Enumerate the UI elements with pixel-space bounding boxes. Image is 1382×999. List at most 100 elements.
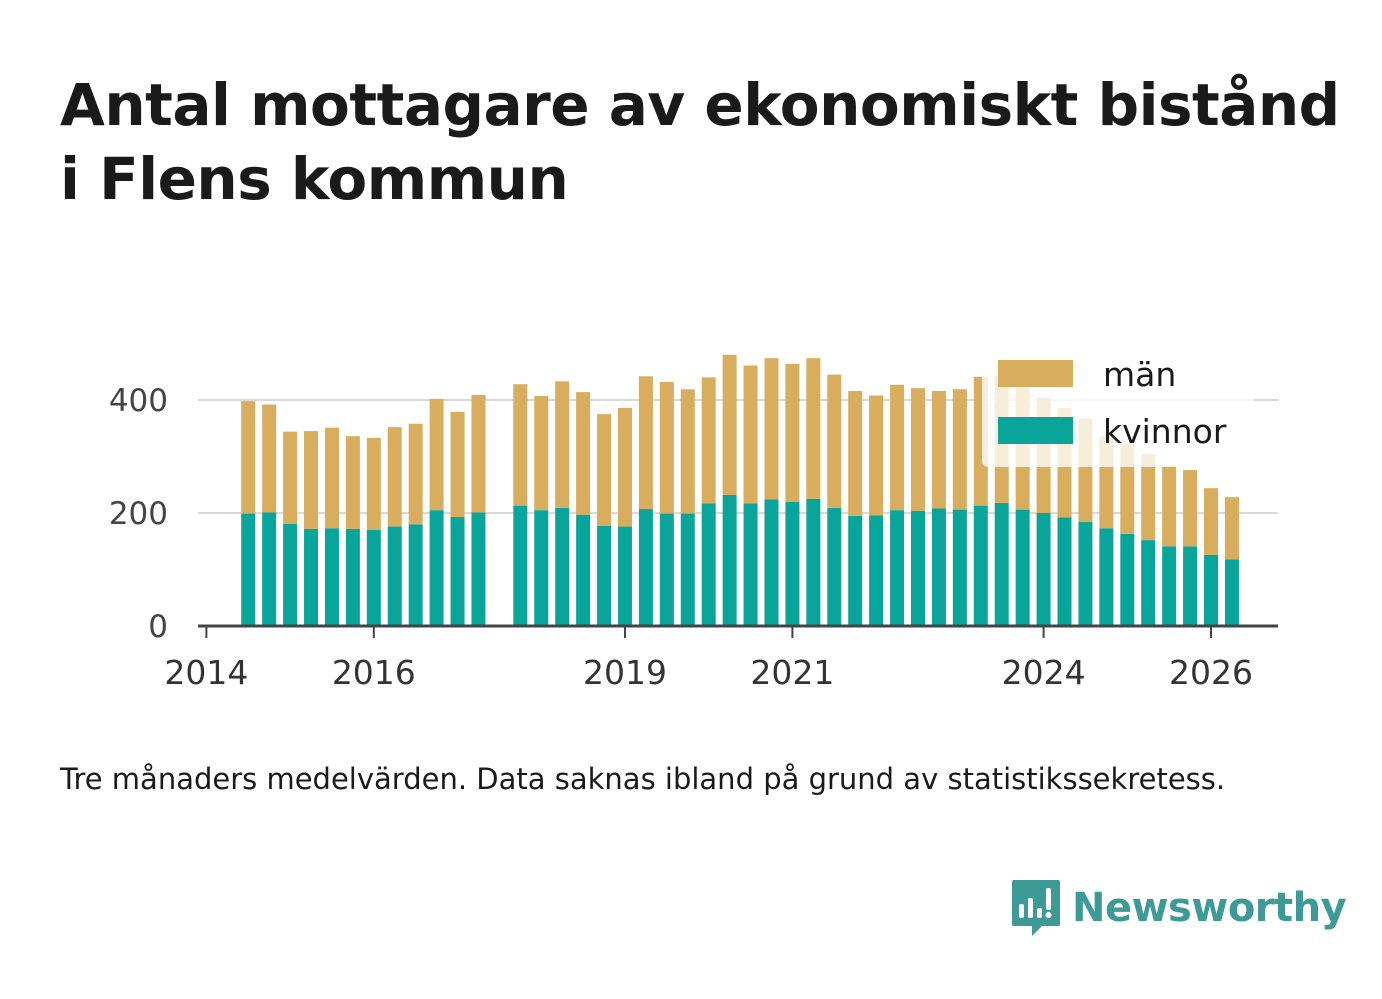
bar-man [911, 388, 925, 511]
bar-man [1204, 488, 1219, 555]
title-line-1: Antal mottagare av ekonomiskt bistånd [60, 71, 1340, 139]
bar-man [764, 358, 779, 500]
x-tick-label-2026: 2026 [1169, 653, 1253, 692]
bar-man [722, 354, 737, 495]
bar-kvinnor [513, 505, 528, 626]
bar-chart: 2014 2016 2019 2021 2024 2026 0 200 400 män kvin… [108, 342, 1278, 692]
bar-man [617, 407, 632, 527]
y-tick-label-0: 0 [148, 609, 168, 645]
x-tick-label-2024: 2024 [1002, 653, 1086, 692]
y-axis-ticks: 0 200 400 [109, 383, 168, 645]
bar-man [1162, 466, 1177, 547]
y-tick-label-200: 200 [109, 496, 168, 532]
bar-man [345, 436, 360, 529]
bar-man [638, 376, 653, 510]
bar-man [576, 392, 591, 515]
brand-logo: Newsworthy [1010, 878, 1347, 938]
bar-man [743, 365, 758, 504]
bar-man [1224, 497, 1239, 560]
bar-kvinnor [241, 513, 256, 626]
bar-kvinnor [576, 514, 591, 626]
bar-man [408, 423, 423, 525]
bar-man [680, 389, 695, 514]
bars [241, 354, 1239, 626]
bar-man [471, 394, 486, 513]
bar-man [785, 363, 800, 502]
bar-kvinnor [827, 507, 842, 626]
bar-man [952, 389, 967, 510]
x-tick-label-2021: 2021 [750, 653, 834, 692]
bar-kvinnor [1078, 522, 1093, 626]
x-tick-label-2014: 2014 [164, 653, 248, 692]
chart-title: Antal mottagare av ekonomiskt bistånd i … [60, 68, 1350, 216]
bar-kvinnor [848, 515, 863, 626]
legend: män kvinnor [982, 342, 1254, 467]
bar-man [450, 411, 465, 517]
bar-man [429, 398, 444, 511]
brand-name: Newsworthy [1072, 885, 1347, 931]
bar-kvinnor [722, 494, 737, 626]
bar-man [555, 381, 570, 508]
bar-kvinnor [869, 515, 884, 626]
bar-kvinnor [262, 512, 277, 626]
bar-kvinnor [890, 510, 905, 626]
bar-man [304, 431, 319, 529]
bar-kvinnor [324, 528, 339, 626]
bar-kvinnor [1120, 533, 1135, 626]
bar-man [597, 414, 612, 526]
bar-man [241, 401, 256, 514]
bar-man [324, 427, 339, 529]
legend-label-man: män [1103, 355, 1176, 394]
bar-man [890, 384, 905, 511]
bar-kvinnor [450, 516, 465, 626]
bar-kvinnor [931, 508, 946, 626]
bar-kvinnor [534, 510, 549, 626]
y-tick-label-400: 400 [109, 383, 168, 419]
bar-man [513, 384, 528, 506]
bar-man [848, 390, 863, 516]
bar-kvinnor [701, 503, 716, 626]
bar-kvinnor [345, 528, 360, 626]
legend-swatch-kvinnor [998, 417, 1073, 444]
bar-man [283, 431, 298, 524]
bar-man [659, 381, 674, 514]
bar-kvinnor [994, 502, 1009, 626]
chart-note: Tre månaders medelvärden. Data saknas ib… [60, 762, 1226, 796]
bar-kvinnor [1036, 513, 1051, 626]
bar-man [262, 404, 277, 513]
bar-man [869, 395, 884, 516]
bar-kvinnor [1162, 546, 1177, 626]
x-axis: 2014 2016 2019 2021 2024 2026 [164, 624, 1278, 692]
bar-man [1141, 454, 1156, 541]
bar-man [1183, 470, 1198, 547]
legend-label-kvinnor: kvinnor [1103, 412, 1227, 451]
bar-kvinnor [1057, 517, 1072, 626]
bar-kvinnor [366, 529, 381, 626]
bar-kvinnor [680, 513, 695, 626]
bar-kvinnor [1099, 528, 1114, 626]
title-line-2: i Flens kommun [60, 145, 569, 213]
bar-kvinnor [387, 526, 402, 626]
bar-kvinnor [304, 528, 319, 626]
x-tick-label-2016: 2016 [332, 653, 416, 692]
bar-kvinnor [617, 526, 632, 626]
bar-kvinnor [638, 509, 653, 626]
bar-kvinnor [1015, 509, 1030, 626]
bar-man [387, 427, 402, 527]
bar-kvinnor [764, 499, 779, 626]
bar-kvinnor [408, 524, 423, 626]
bar-kvinnor [283, 523, 298, 626]
legend-swatch-man [998, 360, 1073, 387]
bar-man [534, 396, 549, 511]
bar-man [366, 437, 381, 530]
bar-kvinnor [555, 507, 570, 626]
bar-kvinnor [659, 513, 674, 626]
bar-kvinnor [597, 525, 612, 626]
bar-kvinnor [429, 510, 444, 626]
bar-man [701, 377, 716, 504]
bar-man [806, 358, 821, 499]
bar-kvinnor [743, 503, 758, 626]
bar-man [827, 374, 842, 508]
bar-kvinnor [973, 505, 988, 626]
bar-kvinnor [471, 512, 486, 626]
